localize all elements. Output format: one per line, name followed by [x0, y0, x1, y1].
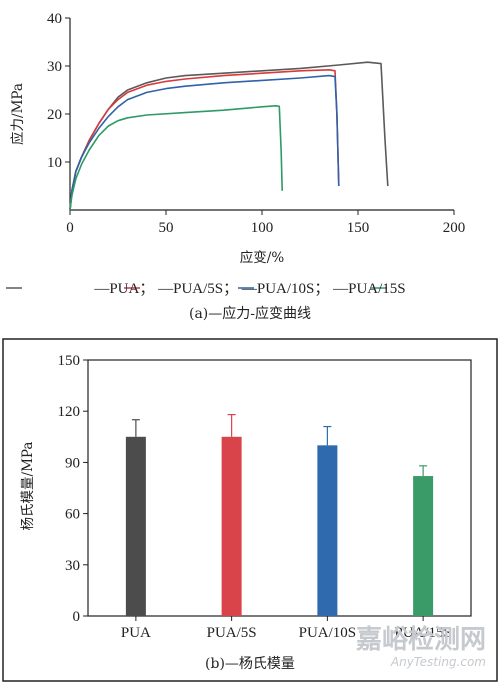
y-axis-label-a: 应力/MPa: [9, 83, 26, 145]
series-line-pua-15s: [69, 105, 283, 211]
watermark: 嘉峪检测网 AnyTesting.com: [356, 624, 486, 669]
bar-pua-10s: [317, 445, 338, 616]
stress-strain-chart: 0 50 100 150 200 10 20 30 40 应力/MPa 应变/% —PUA； —…: [6, 11, 465, 322]
x-tick-label: PUA: [121, 625, 151, 641]
x-tick-label: PUA/10S: [299, 625, 357, 641]
x-tick-label: 200: [443, 220, 466, 236]
y-tick-label: 60: [65, 507, 80, 523]
x-tick-label: 150: [347, 220, 370, 236]
plot-b-ticks: 0 30 60 90 120 150: [58, 353, 88, 625]
bar-pua: [125, 436, 146, 616]
x-tick-label: 0: [66, 220, 74, 236]
watermark-url: AnyTesting.com: [390, 655, 486, 669]
plot-b-frame: [87, 359, 472, 617]
y-tick-label: 30: [65, 558, 80, 574]
y-tick-label: 120: [58, 404, 81, 420]
plot-a-ticks: 0 50 100 150 200 10 20 30 40: [47, 11, 465, 236]
y-tick-label: 10: [47, 155, 62, 171]
bar-pua-5s: [221, 436, 242, 616]
plot-a-series: [69, 61, 389, 211]
legend-a: —PUA； —PUA/5S； —PUA/10S； —PUA/15S: [6, 281, 406, 297]
figure-b-frame: [2, 338, 498, 682]
x-axis-label-a: 应变/%: [240, 249, 285, 266]
y-tick-label: 150: [58, 353, 81, 369]
y-tick-label: 40: [47, 11, 62, 27]
x-tick-label: PUA/5S: [207, 625, 257, 641]
y-axis-label-b: 杨氏模量/MPa: [20, 442, 36, 531]
youngs-modulus-chart: 0 30 60 90 120 150 PUA PUA/5S PUA/10S PUA/15S 杨氏…: [2, 338, 498, 682]
caption-a: (a)—应力-应变曲线: [189, 305, 311, 322]
bar-pua-15s: [413, 476, 434, 616]
watermark-title: 嘉峪检测网: [356, 624, 486, 655]
y-tick-label: 30: [47, 59, 62, 75]
y-tick-label: 20: [47, 107, 62, 123]
caption-b: (b)—杨氏模量: [205, 656, 295, 672]
y-tick-label: 90: [65, 455, 80, 471]
series-line-pua-10s: [69, 74, 340, 211]
x-tick-label: PUA/15S: [394, 625, 452, 641]
x-tick-label: 50: [159, 220, 174, 236]
plot-b-bars: PUA PUA/5S PUA/10S PUA/15S: [121, 414, 452, 641]
plot-a-axes: [69, 18, 454, 211]
legend-text-a: —PUA； —PUA/5S； —PUA/10S； —PUA/15S: [93, 281, 405, 297]
x-tick-label: 100: [251, 220, 274, 236]
series-line-pua: [69, 61, 389, 211]
series-line-pua-5s: [69, 69, 340, 211]
y-tick-label: 0: [73, 609, 81, 625]
